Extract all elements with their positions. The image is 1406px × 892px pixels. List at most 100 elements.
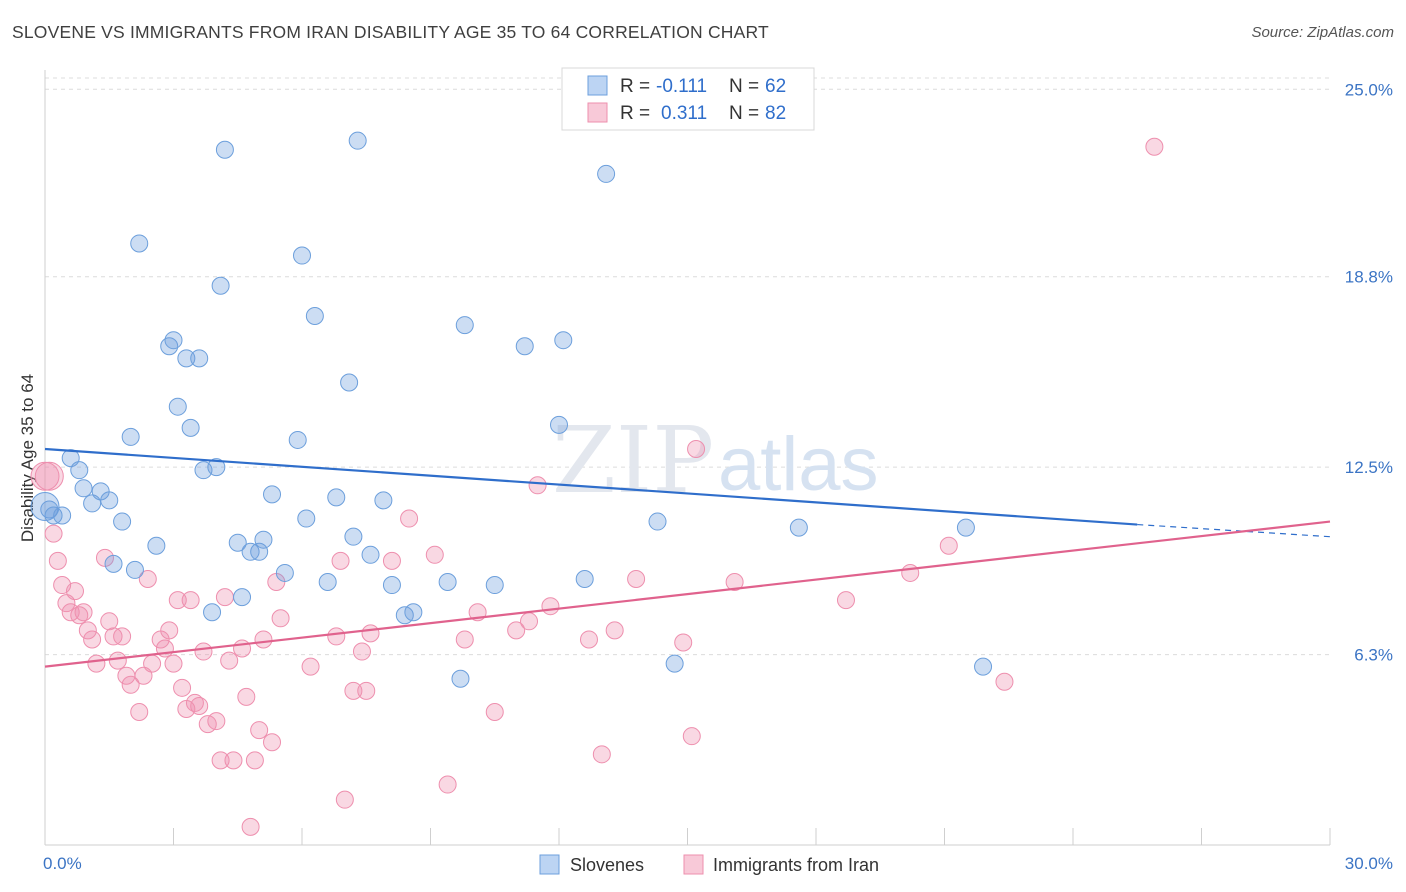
slovenes-point: [104, 554, 123, 573]
slovenes-point: [648, 512, 667, 531]
slovenes-point: [44, 506, 63, 525]
slovenes-point: [130, 234, 149, 253]
iran-point: [352, 642, 371, 661]
iran-point: [48, 551, 67, 570]
legend-n-value: 82: [765, 103, 786, 124]
slovenes-point: [404, 603, 423, 622]
slovenes-point: [74, 479, 93, 498]
slovenes-point: [318, 573, 337, 592]
iran-point: [237, 687, 256, 706]
iran-point: [78, 621, 97, 640]
iran-point: [173, 678, 192, 697]
legend-swatch-iran: [587, 102, 608, 123]
slovenes-point: [344, 527, 363, 546]
x-tick-label: 30.0%: [1345, 854, 1393, 873]
slovenes-point: [554, 331, 573, 350]
slovenes-trend-line: [44, 447, 1138, 526]
iran-point: [211, 751, 230, 770]
iran-point: [130, 702, 149, 721]
legend: R = -0.111 N = 62 R = 0.311 N = 82: [561, 67, 815, 131]
iran-point: [194, 642, 213, 661]
iran-point: [382, 551, 401, 570]
iran-point: [254, 630, 273, 649]
bottom-legend-swatch-iran: [683, 854, 704, 875]
iran-point: [143, 654, 162, 673]
iran-point: [190, 696, 209, 715]
slovenes-point: [348, 131, 367, 150]
iran-point: [674, 633, 693, 652]
iran-point: [83, 630, 102, 649]
iran-point: [30, 461, 60, 491]
iran-point: [44, 524, 63, 543]
iran-point: [541, 597, 560, 616]
slovenes-point: [190, 349, 209, 368]
bottom-legend-swatch-slovenes: [539, 854, 560, 875]
legend-n-value: 62: [765, 76, 786, 97]
iran-point: [168, 591, 187, 610]
slovenes-point: [125, 560, 144, 579]
iran-point: [113, 627, 132, 646]
slovenes-point: [181, 418, 200, 437]
slovenes-point: [438, 573, 457, 592]
iran-point: [344, 681, 363, 700]
slovenes-point: [177, 349, 196, 368]
iran-point: [836, 591, 855, 610]
iran-point: [627, 569, 646, 588]
iran-point: [224, 751, 243, 770]
legend-r-value: 0.311: [661, 103, 707, 124]
iran-point: [725, 573, 744, 592]
watermark-atlas: atlas: [718, 422, 879, 507]
iran-point: [87, 654, 106, 673]
iran-point: [425, 545, 444, 564]
slovenes-point: [30, 491, 60, 521]
slovenes-point: [100, 491, 119, 510]
x-tick-label: 0.0%: [43, 854, 82, 873]
iran-point: [245, 751, 264, 770]
slovenes-point: [113, 512, 132, 531]
slovenes-point: [215, 140, 234, 159]
slovenes-point: [305, 307, 324, 326]
slovenes-point: [207, 458, 226, 477]
iran-point: [160, 621, 179, 640]
iran-point: [164, 654, 183, 673]
y-tick-label: 18.8%: [1345, 268, 1393, 287]
iran-trend-line: [44, 520, 1331, 668]
y-tick-labels: 6.3% 12.5% 18.8% 25.0%: [1345, 80, 1393, 664]
iran-point: [241, 817, 260, 836]
slovenes-point: [789, 518, 808, 537]
iran-point: [181, 591, 200, 610]
watermark: ZIP atlas: [552, 407, 879, 514]
slovenes-point: [665, 654, 684, 673]
slovenes-point: [211, 276, 230, 295]
iran-point: [327, 627, 346, 646]
iran-point: [263, 733, 282, 752]
x-tick-marks: [44, 828, 1331, 845]
slovenes-point: [515, 337, 534, 356]
legend-r-value: -0.111: [656, 76, 707, 97]
iran-point: [592, 745, 611, 764]
iran-point: [207, 712, 226, 731]
iran-point: [1145, 137, 1164, 156]
iran-point: [331, 551, 350, 570]
slovenes-point: [485, 576, 504, 595]
y-tick-label: 12.5%: [1345, 458, 1393, 477]
iran-point: [357, 681, 376, 700]
iran-point: [65, 582, 84, 601]
slovenes-point: [164, 331, 183, 350]
slovenes-point: [455, 316, 474, 335]
iran-point: [361, 624, 380, 643]
legend-r-label: R =: [620, 76, 650, 97]
y-axis-label: Disability Age 35 to 64: [18, 374, 37, 542]
legend-n-label: N =: [729, 103, 759, 124]
iran-point: [400, 509, 419, 528]
slovenes-point: [575, 569, 594, 588]
iran-point: [485, 702, 504, 721]
iran-point: [215, 588, 234, 607]
grid-lines: [45, 77, 1330, 656]
slovenes-point: [974, 657, 993, 676]
iran-point: [605, 621, 624, 640]
iran-point: [100, 612, 119, 631]
bottom-legend: Slovenes Immigrants from Iran: [539, 854, 879, 875]
slovenes-point: [288, 430, 307, 449]
